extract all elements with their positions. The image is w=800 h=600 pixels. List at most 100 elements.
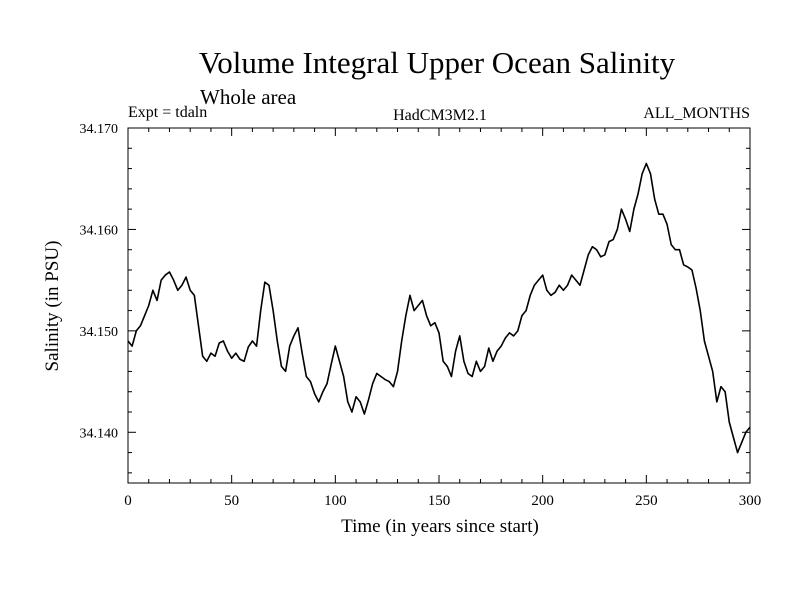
data-point [193, 294, 195, 296]
data-point [251, 340, 253, 342]
data-point [222, 340, 224, 342]
data-point [143, 315, 146, 317]
data-point [413, 309, 415, 312]
data-point [148, 304, 150, 307]
data-point [185, 276, 187, 278]
data-point [508, 332, 511, 334]
months-label: ALL_MONTHS [643, 105, 750, 122]
data-point [691, 269, 693, 271]
data-point [712, 370, 714, 373]
data-point [218, 342, 220, 344]
data-point [243, 360, 245, 362]
data-point [504, 337, 506, 339]
y-tick-labels: 34.140 34.150 34.160 34.170 [80, 122, 119, 441]
data-point [417, 304, 419, 307]
data-point [326, 383, 328, 385]
data-point [160, 279, 162, 281]
data-point [537, 279, 540, 281]
data-point [135, 330, 137, 332]
data-point [670, 244, 672, 246]
data-point [284, 370, 287, 373]
data-point [276, 340, 278, 342]
data-point [226, 350, 229, 352]
data-point [678, 249, 681, 251]
data-point [616, 228, 618, 231]
data-point [687, 266, 689, 268]
data-point [720, 386, 722, 388]
data-point [330, 363, 332, 365]
data-point [612, 238, 614, 241]
data-point [247, 346, 249, 348]
data-point [471, 375, 473, 378]
data-point [314, 393, 316, 395]
data-point [347, 401, 349, 403]
axis-ticks [127, 127, 751, 483]
data-point [363, 413, 365, 415]
series-line-salinity [127, 162, 751, 454]
data-point [591, 246, 594, 248]
data-point [620, 208, 623, 210]
data-point [359, 401, 361, 403]
data-point [674, 249, 676, 251]
data-point [459, 335, 461, 337]
data-point [542, 274, 544, 276]
x-tick-label: 100 [324, 493, 347, 509]
data-point [384, 378, 386, 381]
data-point [699, 309, 701, 312]
data-point [156, 299, 158, 302]
data-point [749, 426, 751, 428]
data-point [405, 315, 407, 317]
data-point [438, 332, 440, 334]
data-point [309, 380, 312, 383]
data-point [376, 372, 378, 375]
data-point [297, 327, 299, 329]
data-point [546, 289, 548, 291]
y-tick-label: 34.170 [80, 122, 119, 137]
data-point [434, 322, 436, 324]
y-tick-label: 34.160 [80, 223, 119, 238]
data-point [525, 309, 527, 312]
data-point [579, 284, 581, 286]
data-point [703, 340, 705, 342]
data-point [355, 396, 357, 398]
data-point [173, 279, 175, 281]
data-point [629, 230, 631, 233]
data-point [608, 241, 610, 243]
data-point [189, 289, 191, 291]
data-point [475, 360, 477, 362]
data-point [492, 360, 494, 362]
data-point [484, 365, 486, 367]
data-point [268, 284, 270, 286]
data-point [367, 399, 370, 401]
data-point [707, 355, 710, 357]
x-tick-label: 50 [224, 493, 239, 509]
data-point [318, 401, 320, 403]
data-point [127, 340, 129, 342]
data-point [177, 289, 179, 291]
data-point [255, 345, 258, 347]
data-point [168, 271, 171, 273]
data-point [695, 287, 697, 289]
data-point [479, 370, 482, 373]
data-point [600, 256, 602, 258]
data-point [446, 365, 448, 367]
data-point [658, 213, 660, 215]
data-point [235, 352, 237, 354]
data-point [732, 436, 735, 438]
data-point [202, 355, 204, 357]
data-point [239, 358, 241, 360]
data-point [736, 451, 739, 454]
plot-frame [127, 127, 751, 484]
y-axis-label: Salinity (in PSU) [42, 241, 63, 372]
data-point [513, 335, 515, 337]
x-tick-label: 150 [428, 493, 451, 509]
x-tick-label: 250 [635, 493, 658, 509]
data-point [280, 365, 283, 367]
data-point [139, 325, 142, 327]
data-point [662, 213, 664, 215]
data-point [152, 289, 154, 291]
data-point [566, 284, 569, 286]
data-point [741, 441, 743, 444]
x-tick-label: 0 [124, 493, 132, 509]
data-point [351, 411, 353, 413]
